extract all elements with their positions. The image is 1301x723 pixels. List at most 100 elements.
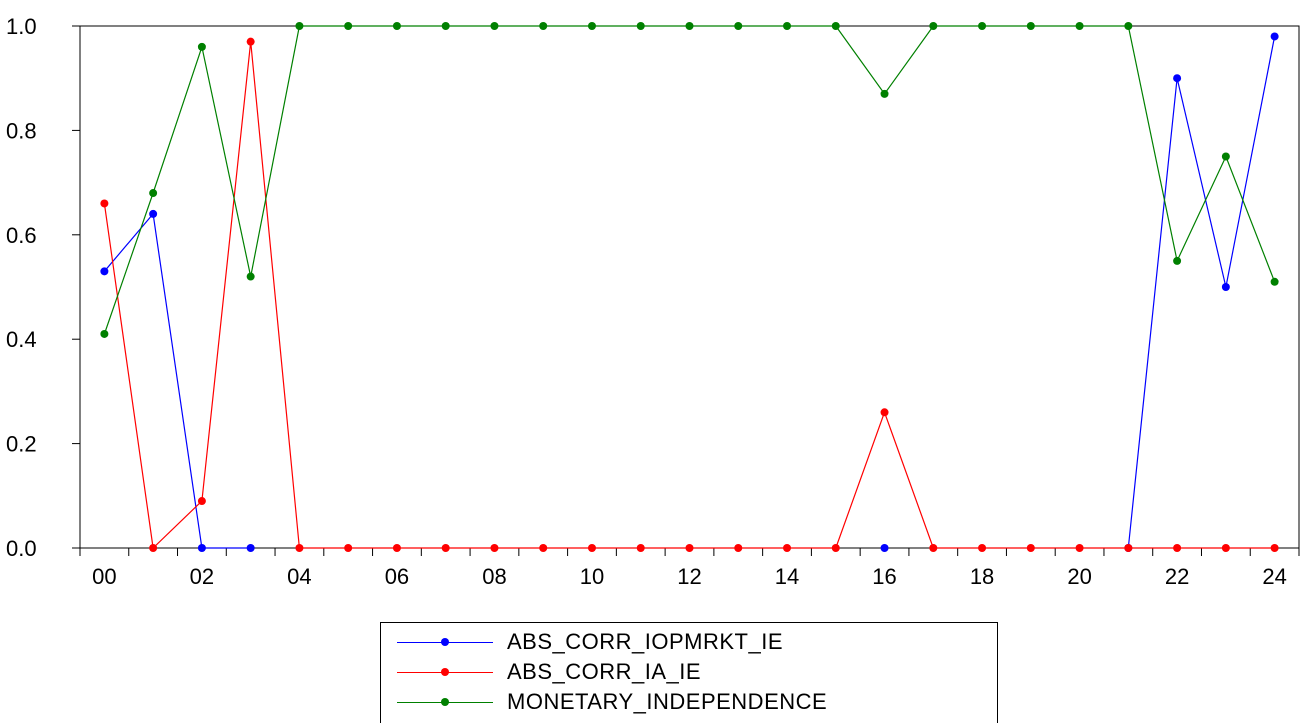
data-point [636, 22, 645, 30]
data-point [100, 329, 109, 338]
data-point [490, 544, 499, 552]
series-layer [100, 22, 1279, 552]
data-point [783, 22, 792, 30]
data-point [197, 497, 206, 506]
legend-item-1: ABS_CORR_IA_IE [397, 657, 701, 687]
data-point [539, 544, 548, 552]
data-point [344, 544, 353, 552]
data-point [1026, 22, 1035, 30]
series-line [103, 25, 1276, 335]
data-point [685, 544, 694, 552]
data-point [1173, 256, 1182, 265]
data-point [587, 22, 596, 30]
data-point [246, 37, 255, 46]
data-point [490, 22, 499, 30]
data-point [441, 544, 450, 552]
legend: ABS_CORR_IOPMRKT_IE ABS_CORR_IA_IE MONET… [380, 622, 998, 723]
data-point [1270, 544, 1279, 552]
series-line [103, 41, 1275, 550]
data-point [100, 267, 109, 276]
data-point [1026, 544, 1035, 552]
data-point [149, 209, 158, 218]
x-tick-label: 16 [872, 564, 896, 589]
series-line [103, 212, 251, 549]
data-point [880, 408, 889, 417]
data-point [1173, 544, 1182, 552]
data-point [197, 544, 206, 552]
data-point [149, 544, 158, 552]
data-point [1221, 544, 1230, 552]
series-2 [100, 22, 1279, 338]
series-1 [100, 37, 1279, 552]
data-point [1270, 277, 1279, 286]
y-tick-label: 0.4 [6, 327, 37, 352]
y-tick-label: 0.2 [6, 432, 37, 457]
data-point [831, 22, 840, 30]
data-point [392, 22, 401, 30]
y-axis: 0.0 0.2 0.4 0.6 0.8 1.0 [6, 14, 80, 561]
x-tick-label: 24 [1262, 564, 1286, 589]
series-line [1127, 36, 1276, 549]
data-point [831, 544, 840, 552]
x-axis: 00 02 04 06 08 10 12 14 16 18 20 22 24 [79, 548, 1300, 589]
legend-swatch-1 [397, 665, 493, 679]
data-point [978, 544, 987, 552]
legend-item-0: ABS_CORR_IOPMRKT_IE [397, 627, 783, 657]
data-point [1173, 74, 1182, 83]
x-tick-label: 20 [1067, 564, 1091, 589]
data-point [1270, 32, 1279, 41]
x-tick-label: 14 [775, 564, 799, 589]
legend-label-1: ABS_CORR_IA_IE [507, 659, 702, 684]
data-point [734, 544, 743, 552]
data-point [344, 22, 353, 30]
plot-frame [79, 25, 1300, 549]
data-point [978, 22, 987, 30]
y-tick-label: 0.8 [6, 118, 37, 143]
x-tick-label: 06 [385, 564, 409, 589]
data-point [149, 189, 158, 198]
data-point [1221, 152, 1230, 161]
data-point [1124, 544, 1133, 552]
data-point [880, 89, 889, 98]
data-point [783, 544, 792, 552]
legend-item-2: MONETARY_INDEPENDENCE [397, 687, 827, 717]
data-point [1075, 22, 1084, 30]
legend-label-0: ABS_CORR_IOPMRKT_IE [507, 629, 784, 654]
x-tick-label: 00 [92, 564, 116, 589]
data-point [880, 544, 889, 552]
y-tick-label: 0.6 [6, 223, 37, 248]
data-point [246, 272, 255, 281]
data-point [295, 544, 304, 552]
data-point [734, 22, 743, 30]
data-point [636, 544, 645, 552]
x-tick-label: 04 [287, 564, 311, 589]
data-point [246, 544, 255, 552]
legend-dot-1 [441, 668, 449, 676]
data-point [100, 199, 109, 208]
legend-swatch-0 [397, 635, 493, 649]
legend-dot-0 [441, 638, 449, 646]
line-chart: 0.0 0.2 0.4 0.6 0.8 1.0 00 02 04 06 08 10 12 14 16 18 2… [6, 14, 1300, 589]
data-point [295, 22, 304, 30]
x-tick-label: 02 [190, 564, 214, 589]
data-point [392, 544, 401, 552]
data-point [1221, 283, 1230, 291]
data-point [1075, 544, 1084, 552]
data-point [587, 544, 596, 552]
legend-dot-2 [441, 698, 449, 706]
x-tick-label: 08 [482, 564, 506, 589]
legend-swatch-2 [397, 695, 493, 709]
y-tick-label: 0.0 [6, 536, 37, 561]
legend-label-2: MONETARY_INDEPENDENCE [507, 689, 828, 714]
x-tick-label: 22 [1165, 564, 1189, 589]
data-point [929, 22, 938, 30]
data-point [539, 22, 548, 30]
data-point [197, 42, 206, 51]
data-point [929, 544, 938, 552]
data-point [685, 22, 694, 30]
data-point [441, 22, 450, 30]
x-tick-label: 10 [580, 564, 604, 589]
y-tick-label: 1.0 [6, 14, 37, 39]
plot-area [79, 25, 1300, 549]
x-tick-label: 18 [970, 564, 994, 589]
